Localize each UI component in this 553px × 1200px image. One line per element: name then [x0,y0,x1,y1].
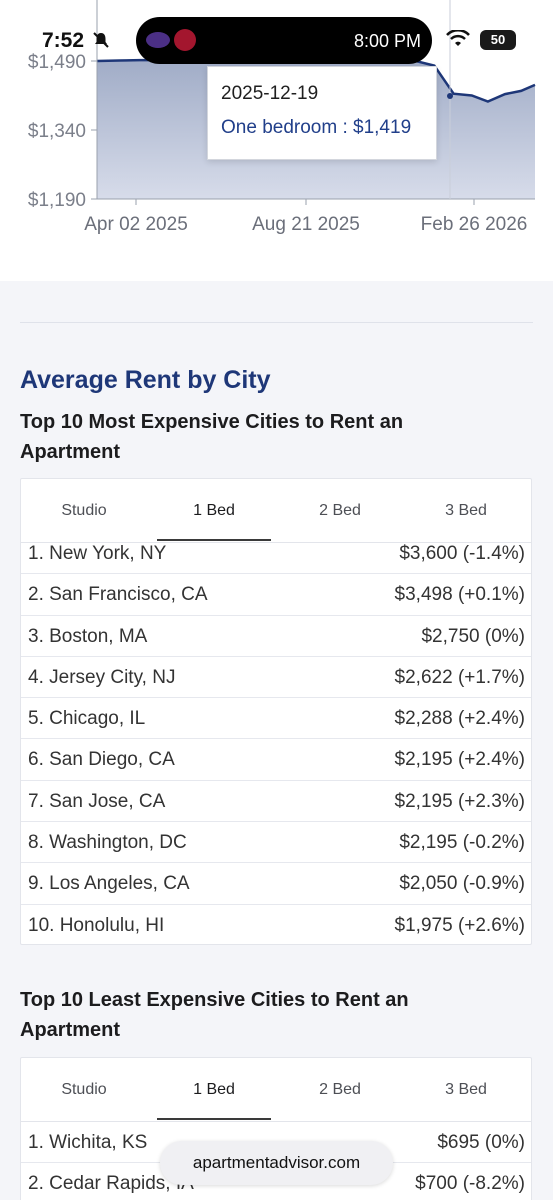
city-name: 2. San Francisco, CA [28,584,208,606]
city-row: 2. San Francisco, CA $3,498 (+0.1%) [21,574,531,616]
city-price: $2,195 (+2.3%) [394,790,525,812]
city-name: 1. New York, NY [28,543,167,564]
city-row: 3. Boston, MA $2,750 (0%) [21,616,531,657]
city-list: 1. Wichita, KS $695 (0%) 2. Cedar Rapids, … [21,1122,531,1200]
city-row: 1. New York, NY $3,600 (-1.4%) [21,533,531,575]
city-price: $695 (0%) [437,1132,525,1153]
y-tick-label: $1,340 [28,121,86,142]
city-price: $1,975 (+2.6%) [394,914,525,936]
tab-studio[interactable]: Studio [61,502,107,519]
section-title: Average Rent by City [20,366,271,394]
city-name: 5. Chicago, IL [28,708,146,730]
city-price: $3,600 (-1.4%) [399,543,525,564]
city-row: 2. Cedar Rapids, IA $700 (-8.2%) [21,1163,531,1200]
city-name: 6. San Diego, CA [28,749,175,771]
tab-studio[interactable]: Studio [61,1081,107,1098]
chart-tooltip: 2025-12-19 One bedroom : $1,419 [207,66,437,160]
city-price: $3,498 (+0.1%) [394,584,525,606]
city-price: $2,622 (+1.7%) [394,666,525,688]
city-price: $2,750 (0%) [421,625,525,647]
city-row: 7. San Jose, CA $2,195 (+2.3%) [21,781,531,823]
active-tab-underline [157,539,271,541]
heat-logo-icon [174,29,196,51]
x-tick-label: Aug 21 2025 [252,214,360,235]
city-name: 8. Washington, DC [28,832,187,854]
silent-bell-icon [93,32,109,48]
city-row: 6. San Diego, CA $2,195 (+2.4%) [21,739,531,781]
tooltip-date: 2025-12-19 [221,83,319,104]
city-row: 9. Los Angeles, CA $2,050 (-0.9%) [21,863,531,905]
url-pill[interactable]: apartmentadvisor.com [160,1141,393,1185]
city-price: $2,195 (-0.2%) [399,832,525,854]
city-row: 10. Honolulu, HI $1,975 (+2.6%) [21,905,531,944]
battery-icon: 50 [480,30,516,50]
city-name: 9. Los Angeles, CA [28,873,190,895]
island-time: 8:00 PM [354,31,422,51]
most-expensive-card: Studio 1 Bed 2 Bed 3 Bed 1. New York, NY… [20,478,532,945]
y-tick-label: $1,490 [28,52,86,73]
tab-1-bed[interactable]: 1 Bed [151,1058,277,1122]
city-price: $700 (-8.2%) [415,1173,525,1195]
tab-2-bed[interactable]: 2 Bed [319,1081,361,1098]
status-bar: 7:52 8:00 PM 50 [0,0,553,64]
y-tick-label: $1,190 [28,190,86,211]
city-name: 7. San Jose, CA [28,790,166,812]
city-name: 1. Wichita, KS [28,1132,148,1153]
most-expensive-heading: Top 10 Most Expensive Cities to Rent an … [20,411,404,463]
tab-label: 1 Bed [193,502,235,519]
active-tab-underline [157,1118,271,1120]
city-name: 3. Boston, MA [28,625,148,647]
wifi-icon [446,30,470,46]
x-tick-label: Apr 02 2025 [84,214,188,235]
status-time: 7:52 [42,29,85,52]
city-row: 5. Chicago, IL $2,288 (+2.4%) [21,698,531,740]
city-name: 10. Honolulu, HI [28,914,165,936]
tab-3-bed[interactable]: 3 Bed [445,502,487,519]
tooltip-value: One bedroom : $1,419 [221,117,412,138]
city-name: 4. Jersey City, NJ [28,666,176,688]
city-price: $2,050 (-0.9%) [399,873,525,895]
city-row: 8. Washington, DC $2,195 (-0.2%) [21,822,531,864]
city-name: 2. Cedar Rapids, IA [28,1173,194,1195]
least-expensive-card: Studio 1 Bed 2 Bed 3 Bed 1. Wichita, KS $… [20,1057,532,1200]
hover-point [447,93,453,99]
tab-3-bed[interactable]: 3 Bed [445,1081,487,1098]
least-expensive-heading: Top 10 Least Expensive Cities to Rent an… [20,989,409,1041]
city-price: $2,195 (+2.4%) [394,749,525,771]
section-divider [20,322,533,323]
city-price: $2,288 (+2.4%) [394,708,525,730]
tab-2-bed[interactable]: 2 Bed [319,502,361,519]
city-list: 1. New York, NY $3,600 (-1.4%) 2. San Fran… [21,533,531,944]
bed-tabs: Studio 1 Bed 2 Bed 3 Bed [21,479,531,543]
x-tick-label: Feb 26 2026 [421,214,528,235]
city-row: 4. Jersey City, NJ $2,622 (+1.7%) [21,657,531,699]
tab-1-bed[interactable]: 1 Bed [151,479,277,543]
tab-label: 1 Bed [193,1081,235,1098]
lakers-logo-icon [146,32,170,48]
bed-tabs: Studio 1 Bed 2 Bed 3 Bed [21,1058,531,1122]
